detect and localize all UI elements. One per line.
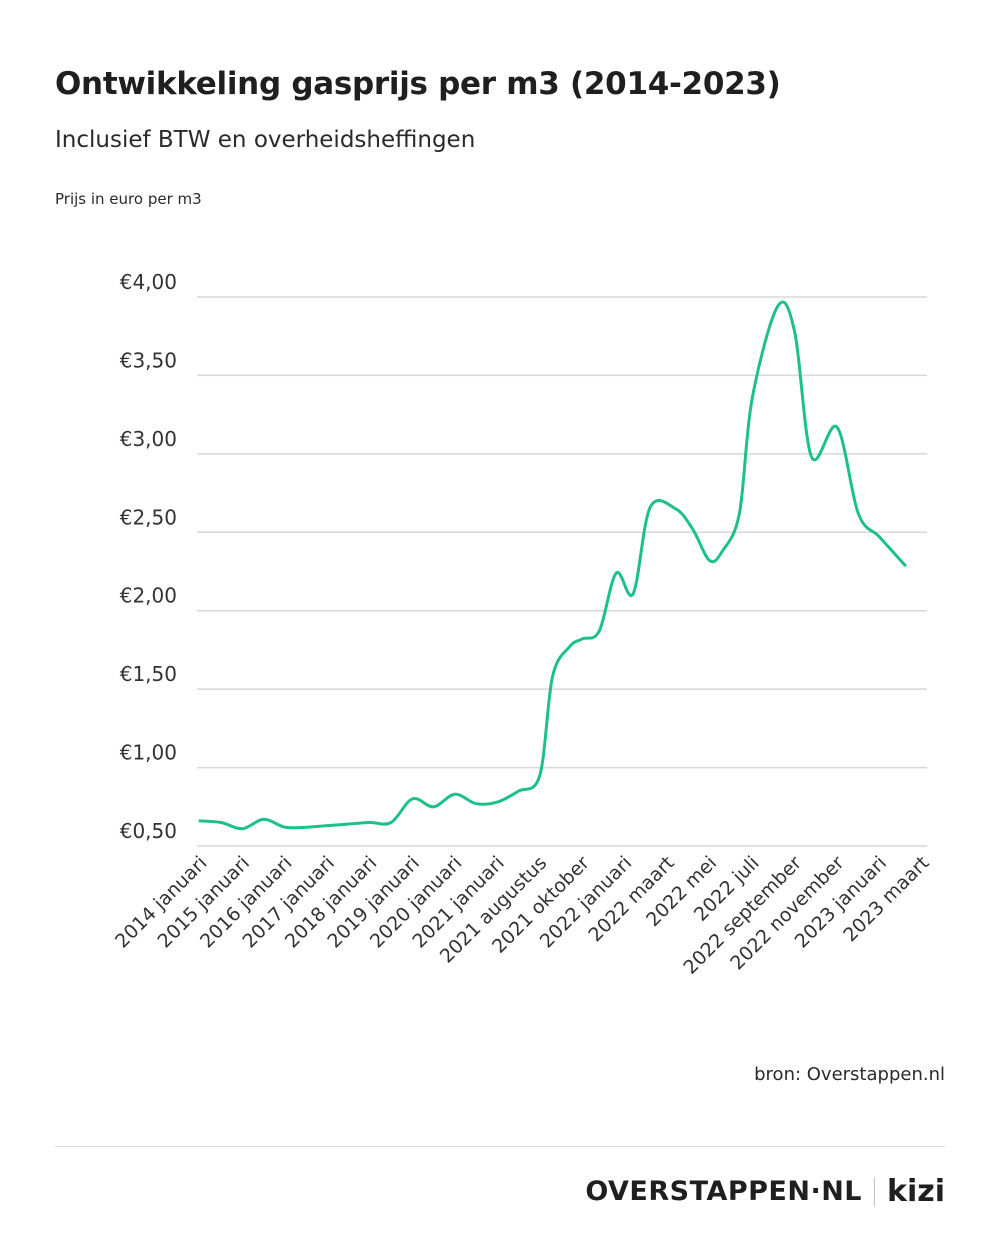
y-tick-label: €0,50 <box>120 819 177 843</box>
brand-logos: OVERSTAPPEN·NL kizi <box>585 1174 945 1209</box>
y-tick-label: €2,00 <box>120 584 177 608</box>
y-tick-labels: €0,50 €1,00 €1,50 €2,00 €2,50 €3,00 €3,50 €4,00 <box>120 270 177 843</box>
chart-title: Ontwikkeling gasprijs per m3 (2014-2023) <box>55 66 781 102</box>
y-tick-label: €1,50 <box>120 662 177 686</box>
kizi-logo: kizi <box>887 1174 945 1209</box>
y-tick-label: €1,00 <box>120 741 177 765</box>
y-tick-label: €3,50 <box>120 348 177 372</box>
chart-subtitle: Inclusief BTW en overheidsheffingen <box>55 127 476 153</box>
source-note: bron: Overstappen.nl <box>754 1064 945 1085</box>
y-tick-label: €2,50 <box>120 505 177 529</box>
y-axis-label: Prijs in euro per m3 <box>55 190 202 208</box>
logo-separator <box>874 1176 876 1207</box>
y-tick-label: €4,00 <box>120 270 177 294</box>
footer-divider <box>55 1146 945 1147</box>
gas-price-line-chart: €0,50 €1,00 €1,50 €2,00 €2,50 €3,00 €3,50 €4,00… <box>111 270 934 979</box>
gas-price-series-line <box>198 300 907 831</box>
y-tick-label: €3,00 <box>120 427 177 451</box>
overstappen-logo: OVERSTAPPEN·NL <box>585 1176 863 1207</box>
y-gridlines <box>197 296 927 847</box>
